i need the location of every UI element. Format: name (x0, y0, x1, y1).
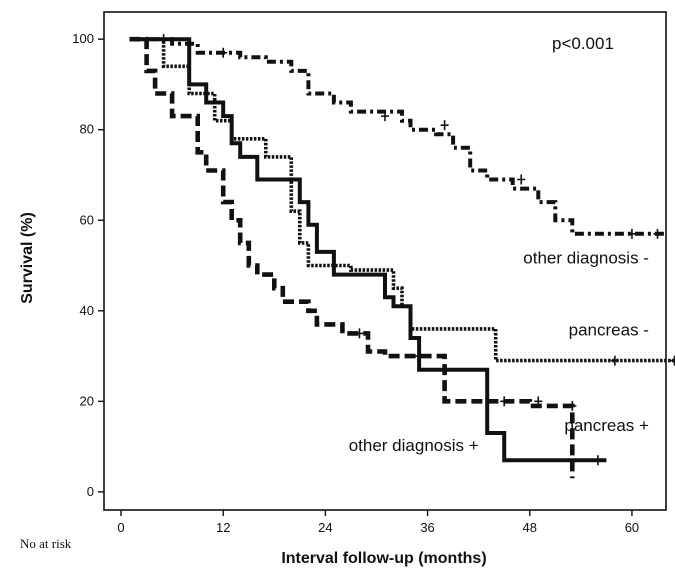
risk-label: No at risk (20, 536, 72, 551)
series-label: pancreas + (564, 416, 649, 435)
plot-frame (103, 11, 667, 511)
censor-mark-other-diagnosis (159, 34, 168, 45)
censor-mark-other-diagnosis (627, 228, 636, 239)
censor-mark-pancreas (500, 396, 509, 407)
series-line-pancreas (129, 37, 675, 363)
x-tick-label: 12 (216, 520, 230, 535)
y-tick-label: 80 (80, 122, 94, 137)
y-tick-label: 0 (87, 484, 94, 499)
censor-mark-other-diagnosis (381, 111, 389, 122)
x-tick-label: 36 (420, 520, 434, 535)
x-tick-label: 24 (318, 520, 332, 535)
annotations: other diagnosis - pancreas - pancreas + oth… (349, 248, 649, 455)
y-tick-label: 20 (80, 393, 94, 408)
censor-mark-pancreas (534, 396, 543, 407)
y-axis-title: Survival (%) (19, 212, 36, 304)
series-line-pancreas (129, 36, 575, 479)
censor-mark-pancreas (670, 355, 675, 366)
y-tick-label: 100 (72, 31, 94, 46)
series-line-other-diagnosis (129, 37, 666, 236)
censor-mark-pancreas (610, 355, 619, 366)
series-label: pancreas - (569, 321, 649, 340)
axis-ticks: 0 12 24 36 48 60 0 20 40 60 80 100 (72, 31, 639, 535)
x-tick-label: 0 (117, 520, 124, 535)
censor-mark-other-diagnosis (440, 120, 449, 131)
censor-marks (159, 34, 675, 466)
x-tick-label: 48 (523, 520, 537, 535)
censor-mark-pancreas (568, 400, 577, 411)
series-label: other diagnosis - (523, 248, 649, 267)
censor-mark-other-diagnosis (219, 47, 228, 58)
pvalue-label: p<0.001 (552, 34, 614, 53)
censor-mark-other-diagnosis (517, 174, 526, 185)
censor-mark-other-diagnosis (653, 228, 662, 239)
y-tick-label: 40 (80, 303, 94, 318)
censor-mark-other-diagnosis (593, 455, 602, 466)
series-label: other diagnosis + (349, 436, 479, 455)
y-tick-label: 60 (80, 212, 94, 227)
x-tick-label: 60 (625, 520, 639, 535)
x-axis-title: Interval follow-up (months) (281, 550, 486, 567)
censor-mark-pancreas (415, 351, 424, 362)
censor-mark-pancreas (355, 328, 364, 339)
